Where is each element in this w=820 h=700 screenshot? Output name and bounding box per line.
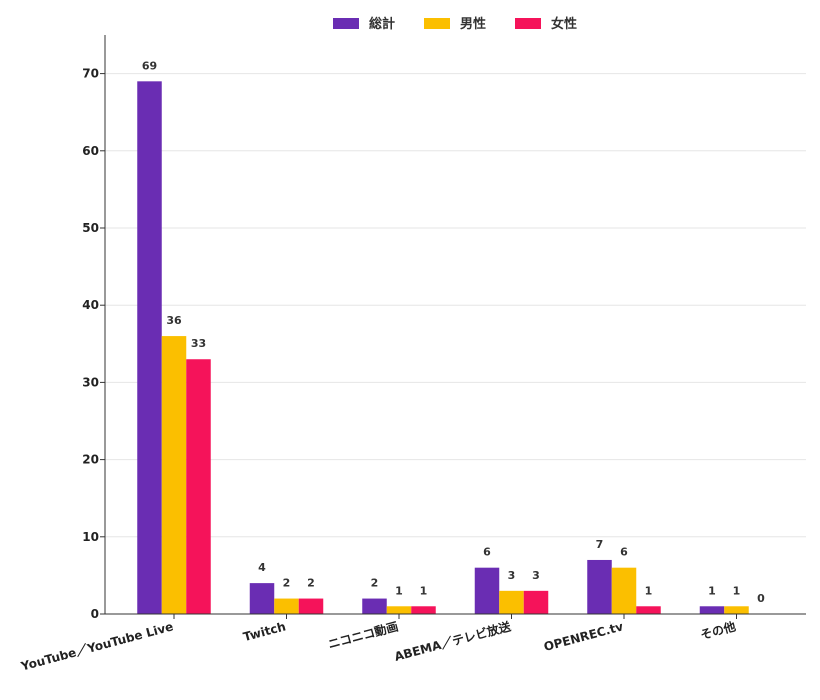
legend-item: 総計 — [333, 16, 395, 32]
legend-label: 男性 — [460, 16, 486, 32]
data-label: 3 — [508, 569, 516, 582]
y-tick-label: 60 — [82, 144, 99, 158]
data-label: 1 — [420, 584, 428, 597]
data-label: 1 — [395, 584, 403, 597]
data-label: 1 — [733, 584, 741, 597]
data-label: 6 — [620, 546, 628, 559]
bar-1-4 — [474, 567, 500, 614]
bar-3-3 — [411, 606, 436, 614]
data-label: 69 — [142, 59, 157, 72]
x-tick-label: Twitch — [242, 619, 288, 644]
y-tick-labels: 0 10 20 30 40 50 60 70 — [82, 67, 99, 621]
bar-1-6 — [699, 606, 725, 614]
x-tick-label: YouTube／YouTube Live — [18, 618, 174, 673]
data-label: 36 — [166, 314, 182, 327]
y-tick-label: 10 — [82, 530, 99, 544]
bar-1-1 — [137, 81, 162, 614]
legend-item: 女性 — [515, 16, 577, 32]
data-label: 1 — [708, 584, 716, 597]
data-label: 6 — [483, 546, 491, 559]
data-label: 0 — [757, 592, 765, 605]
y-tick-label: 0 — [91, 607, 99, 621]
bar-1-5 — [587, 559, 612, 614]
data-label: 2 — [371, 577, 379, 590]
bar-1-2 — [249, 583, 275, 614]
bar-2-1 — [161, 336, 187, 614]
y-tick-label: 70 — [82, 67, 99, 81]
bar-2-4 — [499, 590, 524, 614]
x-tick-label: OPENREC.tv — [542, 619, 625, 654]
data-label: 4 — [258, 561, 266, 574]
x-tick-label: その他 — [699, 618, 738, 642]
data-label: 2 — [307, 577, 315, 590]
bar-3-5 — [636, 606, 661, 614]
bar-2-6 — [724, 606, 749, 614]
bar-2-5 — [611, 567, 637, 614]
x-tick-label: ABEMA／テレビ放送 — [393, 618, 514, 664]
x-tick-labels: YouTube／YouTube Live Twitch ニコニコ動画ABEMA／テレ… — [18, 618, 737, 674]
bar-2-2 — [274, 598, 299, 614]
legend-item: 男性 — [424, 16, 486, 32]
legend-swatch — [515, 18, 541, 29]
bar-3-1 — [186, 359, 211, 614]
bar-1-3 — [362, 598, 387, 614]
y-tick-label: 30 — [82, 375, 99, 389]
y-tick-label: 20 — [82, 453, 99, 467]
data-label: 7 — [596, 538, 604, 551]
legend-label: 女性 — [551, 16, 577, 32]
legend: 総計 男性 女性 — [333, 16, 577, 32]
bar-3-2 — [298, 598, 324, 614]
legend-swatch — [424, 18, 450, 29]
data-label: 1 — [645, 584, 653, 597]
bars — [137, 81, 749, 614]
bar-2-3 — [386, 606, 412, 614]
y-tick-label: 50 — [82, 221, 99, 235]
grid-lines — [105, 73, 806, 538]
data-label: 33 — [191, 337, 206, 350]
bar-3-4 — [523, 590, 549, 614]
axes — [100, 35, 806, 619]
data-label: 3 — [532, 569, 540, 582]
legend-label: 総計 — [369, 16, 395, 32]
legend-swatch — [333, 18, 359, 29]
x-tick-label: ニコニコ動画 — [326, 618, 399, 651]
y-tick-label: 40 — [82, 298, 99, 312]
data-label: 2 — [283, 577, 291, 590]
